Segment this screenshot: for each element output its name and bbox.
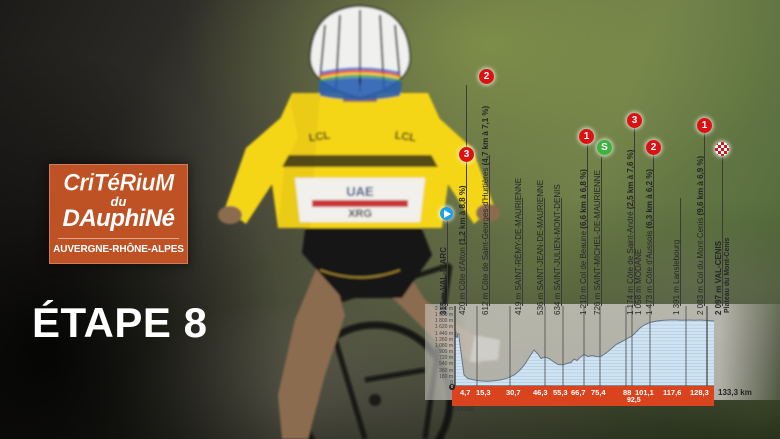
svg-text:UAE: UAE: [346, 184, 374, 199]
svg-text:XRG: XRG: [348, 208, 372, 220]
